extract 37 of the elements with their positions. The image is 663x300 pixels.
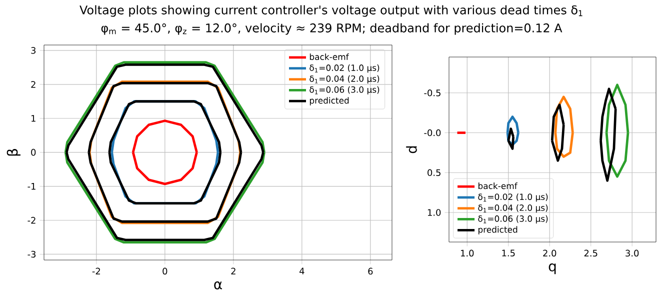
legend-label: back-emf: [310, 53, 349, 60]
y-tick-label: -2: [28, 216, 36, 224]
chart-title: Voltage plots showing current controller's voltage output with various dead times δ$_{1}$: [80, 5, 582, 17]
legend-label: δ$_{1}$=0.06 (3.0 µs): [310, 86, 380, 94]
y-tick-label: 3: [31, 47, 36, 54]
chart-subtitle: φ$_{m}$ = 45.0°, φ$_{z}$ = 12.0°, velocity ≈ 239 RPM; deadband for prediction=0.12 A: [101, 23, 562, 35]
x-tick-label: 0: [162, 268, 168, 275]
y-tick-label: 2: [31, 81, 36, 88]
legend-label: δ$_{1}$=0.06 (3.0 µs): [478, 215, 548, 224]
y-tick-label: 1.0: [428, 209, 441, 216]
x-axis-title: α: [214, 281, 222, 290]
legend-label: predicted: [310, 97, 349, 106]
x-tick-label: 4: [300, 268, 304, 274]
legend-label: δ$_{1}$=0.04 (2.0 µs): [310, 75, 380, 84]
x-tick-label: 6: [368, 268, 373, 275]
x-tick-label: 1.5: [502, 250, 515, 256]
y-axis-title: d: [406, 146, 417, 154]
y-tick-label: -3: [28, 250, 36, 258]
legend-label: back-emf: [478, 182, 518, 190]
x-tick-label: 2: [231, 268, 236, 274]
legend-label: δ$_{1}$=0.04 (2.0 µs): [478, 204, 548, 213]
y-axis-title: β: [6, 149, 20, 156]
legend-label: δ$_{1}$=0.02 (1.0 µs): [310, 64, 380, 73]
y-tick-label: -1: [28, 183, 36, 190]
y-tick-label: 0.5: [428, 169, 440, 176]
x-axis-title: q: [548, 263, 556, 274]
x-tick-label: 3.0: [626, 250, 639, 257]
y-tick-label: -0.5: [424, 89, 440, 96]
y-tick-label: -0.0: [424, 129, 441, 136]
legend-label: δ$_{1}$=0.02 (1.0 µs): [478, 193, 548, 202]
y-tick-label: 1: [32, 115, 36, 122]
x-tick-label: -2: [92, 268, 100, 274]
x-tick-label: 1.0: [461, 250, 474, 257]
x-tick-label: 2.5: [584, 250, 598, 257]
legend-label: predicted: [478, 226, 518, 234]
y-tick-label: 0: [31, 148, 36, 156]
x-tick-label: 2.0: [543, 250, 556, 257]
